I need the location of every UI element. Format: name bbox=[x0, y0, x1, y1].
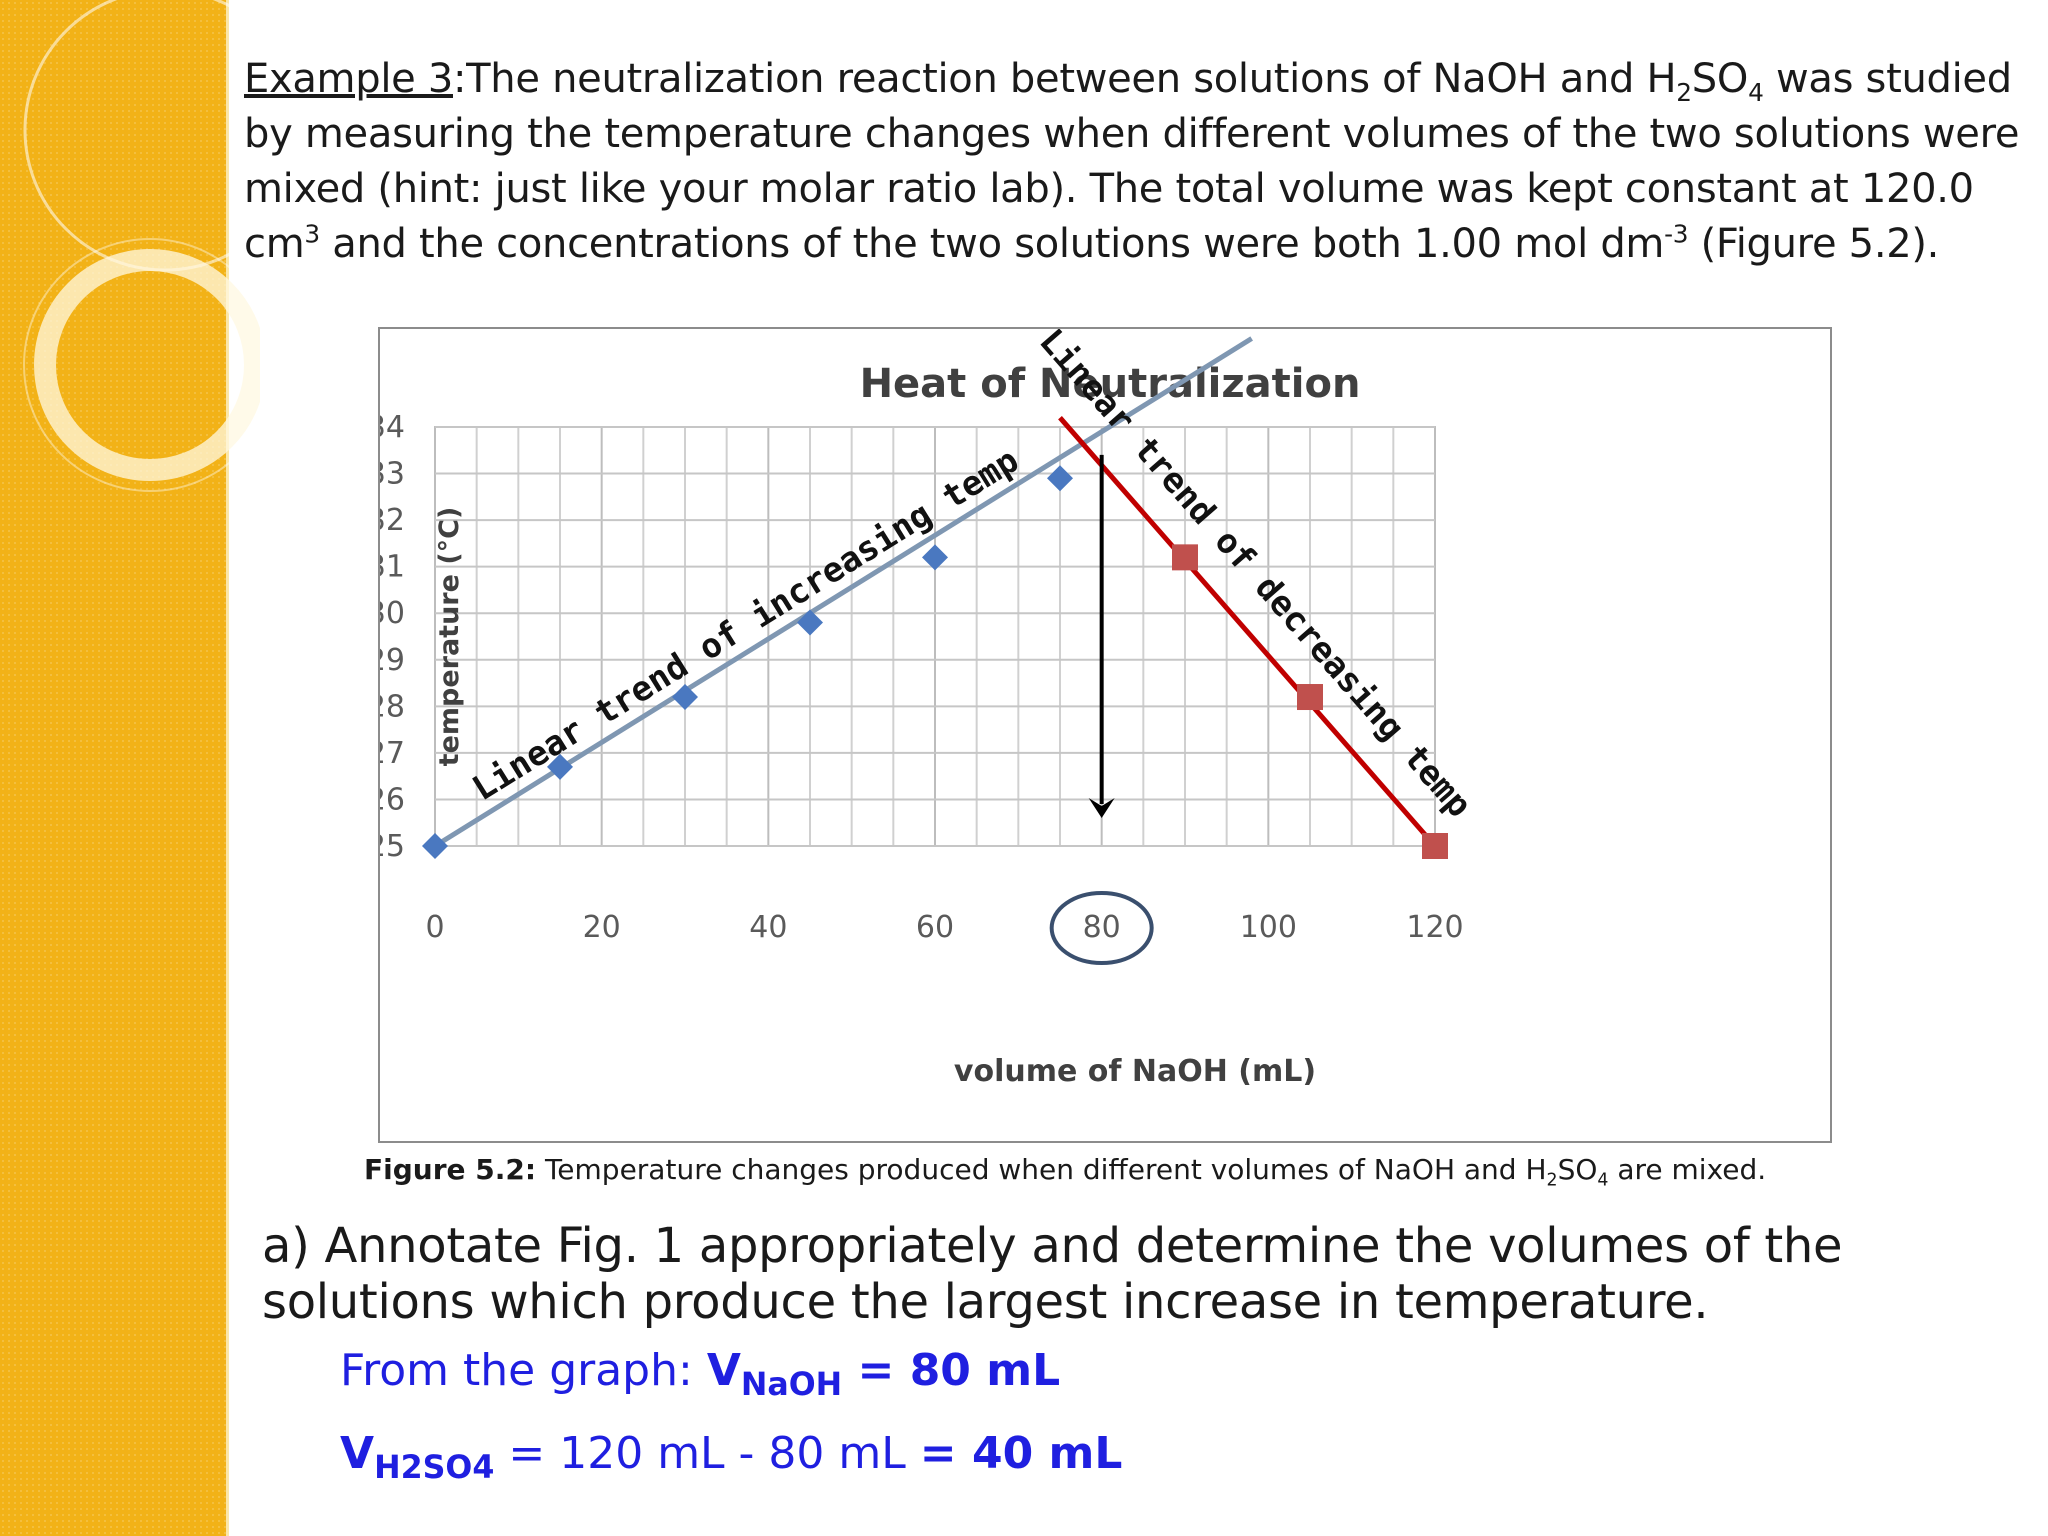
y-tick-label: 34 bbox=[380, 410, 405, 445]
x-tick-label: 0 bbox=[425, 910, 444, 945]
chart-title: Heat of Neutralization bbox=[860, 361, 1361, 407]
intro-sup-3: 3 bbox=[304, 219, 320, 249]
intro-paragraph: Example 3:The neutralization reaction be… bbox=[244, 52, 2024, 272]
y-tick-label: 28 bbox=[380, 689, 405, 724]
y-tick-label: 30 bbox=[380, 596, 405, 631]
intro-text-d: (Figure 5.2). bbox=[1688, 221, 1940, 267]
y-tick-label: 27 bbox=[380, 736, 405, 771]
data-points bbox=[422, 465, 1448, 859]
caption-text-a: Temperature changes produced when differ… bbox=[536, 1153, 1547, 1186]
point-increasing bbox=[922, 544, 948, 571]
trendline-increasing bbox=[433, 336, 1253, 849]
ring-large bbox=[23, 0, 260, 272]
answer-sub-h2so4: H2SO4 bbox=[374, 1449, 495, 1486]
answer-value-naoh: = 80 mL bbox=[842, 1345, 1061, 1396]
figure-caption: Figure 5.2: Temperature changes produced… bbox=[364, 1152, 2044, 1191]
chart-svg: 0 20 40 60 80 100 120 25 26 27 28 29 30 31 32 33 34 Heat… bbox=[380, 329, 1479, 1089]
intro-sup-m3: -3 bbox=[1664, 219, 1689, 249]
y-axis-label: temperature (°C) bbox=[434, 507, 465, 767]
chart-container: 0 20 40 60 80 100 120 25 26 27 28 29 30 31 32 33 34 Heat… bbox=[378, 327, 1832, 1143]
answer-value-h2so4: = 40 mL bbox=[919, 1428, 1123, 1479]
answer-v-h2so4: V bbox=[340, 1428, 375, 1479]
answer-line-h2so4: VH2SO4 = 120 mL - 80 mL = 40 mL bbox=[340, 1428, 1122, 1486]
caption-so: SO bbox=[1557, 1153, 1598, 1186]
caption-text-b: are mixed. bbox=[1608, 1153, 1767, 1186]
point-increasing bbox=[422, 833, 448, 859]
intro-text-a: :The neutralization reaction between sol… bbox=[453, 56, 1677, 102]
ring-thick bbox=[34, 249, 260, 481]
caption-sub-4: 4 bbox=[1597, 1170, 1609, 1191]
answer-mid-h2so4: = 120 mL - 80 mL bbox=[494, 1428, 920, 1479]
trendline-decreasing bbox=[1058, 416, 1437, 848]
example-label: Example 3 bbox=[244, 56, 453, 102]
question-text: a) Annotate Fig. 1 appropriately and det… bbox=[262, 1218, 1843, 1330]
y-tick-label: 32 bbox=[380, 503, 405, 538]
point-increasing bbox=[672, 684, 698, 711]
y-tick-label: 31 bbox=[380, 550, 405, 585]
intro-sub-4: 4 bbox=[1748, 78, 1764, 107]
arrow-head bbox=[1088, 798, 1115, 818]
intro-text-b: was studied by measuring the temperature… bbox=[244, 56, 2020, 267]
point-decreasing bbox=[1422, 833, 1448, 859]
x-tick-label: 60 bbox=[916, 910, 954, 945]
caption-label: Figure 5.2: bbox=[364, 1153, 537, 1186]
point-increasing bbox=[547, 753, 573, 780]
y-tick-label: 29 bbox=[380, 643, 405, 678]
x-tick-label: 120 bbox=[1406, 910, 1463, 945]
y-tick-label: 26 bbox=[380, 782, 405, 817]
max-annotation bbox=[1049, 454, 1154, 965]
ring-outer bbox=[23, 238, 260, 492]
point-decreasing bbox=[1172, 544, 1198, 571]
intro-so: SO bbox=[1691, 56, 1749, 102]
answer-prefix: From the graph: bbox=[340, 1345, 707, 1396]
answer-sub-naoh: NaOH bbox=[740, 1366, 843, 1403]
sidebar-divider bbox=[226, 0, 229, 1536]
y-tick-label: 25 bbox=[380, 829, 405, 864]
intro-text-c: and the concentrations of the two soluti… bbox=[319, 221, 1665, 267]
point-increasing bbox=[797, 609, 823, 636]
answer-v-naoh: V bbox=[706, 1345, 741, 1396]
intro-sub-2: 2 bbox=[1676, 78, 1692, 107]
x-tick-label: 100 bbox=[1240, 910, 1297, 945]
point-decreasing bbox=[1297, 684, 1323, 711]
caption-sub-2: 2 bbox=[1546, 1170, 1558, 1191]
point-increasing bbox=[1047, 465, 1073, 492]
decorative-rings bbox=[23, 0, 260, 492]
x-tick-label: 20 bbox=[583, 910, 621, 945]
x-tick-label: 40 bbox=[749, 910, 787, 945]
chart-ticks: 0 20 40 60 80 100 120 25 26 27 28 29 30 31 32 33 34 bbox=[380, 410, 1464, 945]
x-axis-label: volume of NaOH (mL) bbox=[954, 1054, 1316, 1089]
circled-tick-80 bbox=[1049, 891, 1154, 965]
x-tick-label: 80 bbox=[1083, 910, 1121, 945]
y-tick-label: 33 bbox=[380, 457, 405, 492]
answer-line-naoh: From the graph: VNaOH = 80 mL bbox=[340, 1345, 1060, 1403]
